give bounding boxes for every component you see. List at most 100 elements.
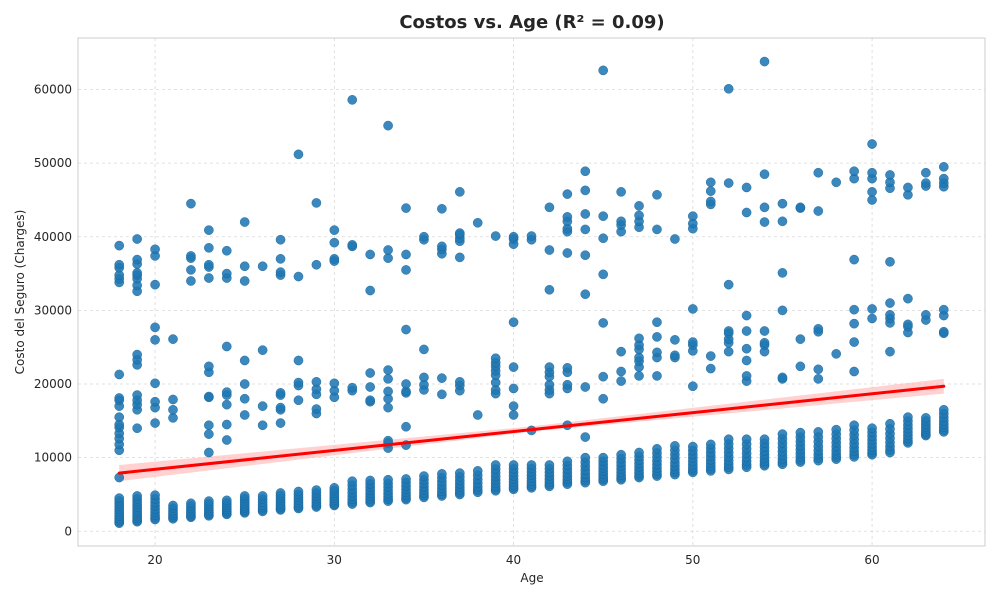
data-point xyxy=(329,237,340,248)
data-point xyxy=(705,177,716,188)
data-point xyxy=(544,245,555,255)
data-point xyxy=(885,170,895,180)
y-ticks-layer: 0 10000 20000 30000 40000 50000 60000 xyxy=(34,83,72,539)
data-point xyxy=(168,334,178,344)
x-ticks-layer: 20 30 40 50 60 xyxy=(147,553,879,567)
data-point xyxy=(705,351,716,361)
data-point xyxy=(795,202,806,213)
data-point xyxy=(598,452,608,463)
data-point xyxy=(652,444,662,454)
data-point xyxy=(759,217,770,227)
data-point xyxy=(759,169,770,180)
data-point xyxy=(562,379,573,390)
data-point xyxy=(275,402,286,413)
data-point xyxy=(311,259,322,270)
regression-line-layer xyxy=(117,384,946,475)
data-point xyxy=(383,253,393,263)
data-point xyxy=(293,395,304,406)
data-point xyxy=(150,279,160,290)
data-point xyxy=(347,382,358,393)
data-point xyxy=(383,474,393,485)
data-point xyxy=(329,254,340,264)
data-point xyxy=(670,335,680,345)
data-point xyxy=(777,429,788,439)
data-point xyxy=(132,390,142,400)
data-point xyxy=(544,379,555,390)
data-point xyxy=(347,240,358,250)
y-tick-label: 30000 xyxy=(34,303,72,317)
data-point xyxy=(186,251,196,261)
data-point xyxy=(401,203,411,213)
data-point xyxy=(759,326,770,336)
data-point xyxy=(490,231,501,241)
plot-frame xyxy=(77,37,986,547)
data-point xyxy=(186,265,196,275)
data-point xyxy=(616,346,626,357)
data-point xyxy=(634,333,644,344)
data-point xyxy=(204,496,214,506)
data-point xyxy=(239,355,250,366)
data-point xyxy=(401,421,411,432)
data-point xyxy=(132,268,142,278)
data-point xyxy=(132,254,142,265)
data-point xyxy=(867,187,877,197)
regression-line xyxy=(117,384,946,475)
data-point xyxy=(562,189,573,199)
data-point xyxy=(150,322,160,333)
data-point xyxy=(741,326,752,336)
data-point xyxy=(508,317,519,327)
data-point xyxy=(150,244,160,255)
data-point xyxy=(168,394,178,405)
data-point xyxy=(455,187,465,197)
data-point xyxy=(132,423,142,434)
data-point xyxy=(921,167,931,178)
data-point xyxy=(186,276,196,286)
data-point xyxy=(401,324,411,335)
data-point xyxy=(329,225,340,235)
data-point xyxy=(401,249,411,260)
data-point xyxy=(472,410,483,420)
data-point xyxy=(365,475,375,486)
data-point xyxy=(688,441,698,452)
data-point xyxy=(239,491,250,501)
data-point xyxy=(419,372,429,383)
data-point xyxy=(705,186,716,196)
x-tick-label: 40 xyxy=(506,553,521,567)
data-point xyxy=(759,434,770,445)
data-point xyxy=(275,234,286,245)
data-point xyxy=(885,298,895,308)
data-point xyxy=(921,178,931,188)
data-point xyxy=(670,441,680,451)
data-point xyxy=(544,284,555,295)
data-point xyxy=(723,84,734,94)
data-point xyxy=(562,248,573,258)
data-point xyxy=(849,166,859,177)
x-tick-label: 20 xyxy=(147,553,162,567)
data-point xyxy=(204,243,214,253)
data-point xyxy=(293,355,304,366)
data-point xyxy=(634,371,644,381)
y-tick-label: 60000 xyxy=(34,83,72,97)
data-point xyxy=(204,447,214,458)
data-point xyxy=(401,474,411,484)
data-point xyxy=(221,435,232,445)
data-point xyxy=(831,177,842,188)
data-point xyxy=(562,456,573,467)
data-point xyxy=(885,310,895,320)
data-point xyxy=(311,377,322,387)
data-point xyxy=(741,371,752,381)
data-point xyxy=(275,388,286,398)
data-point xyxy=(723,346,734,357)
data-point xyxy=(329,483,340,493)
data-point xyxy=(311,198,322,208)
data-point xyxy=(849,254,859,265)
data-point xyxy=(634,352,644,363)
data-point xyxy=(383,402,393,413)
data-point xyxy=(938,304,949,315)
data-point xyxy=(132,234,142,244)
data-point xyxy=(938,173,949,184)
data-point xyxy=(580,166,591,177)
data-point xyxy=(437,373,447,383)
data-point xyxy=(204,420,214,431)
data-point xyxy=(114,393,125,403)
